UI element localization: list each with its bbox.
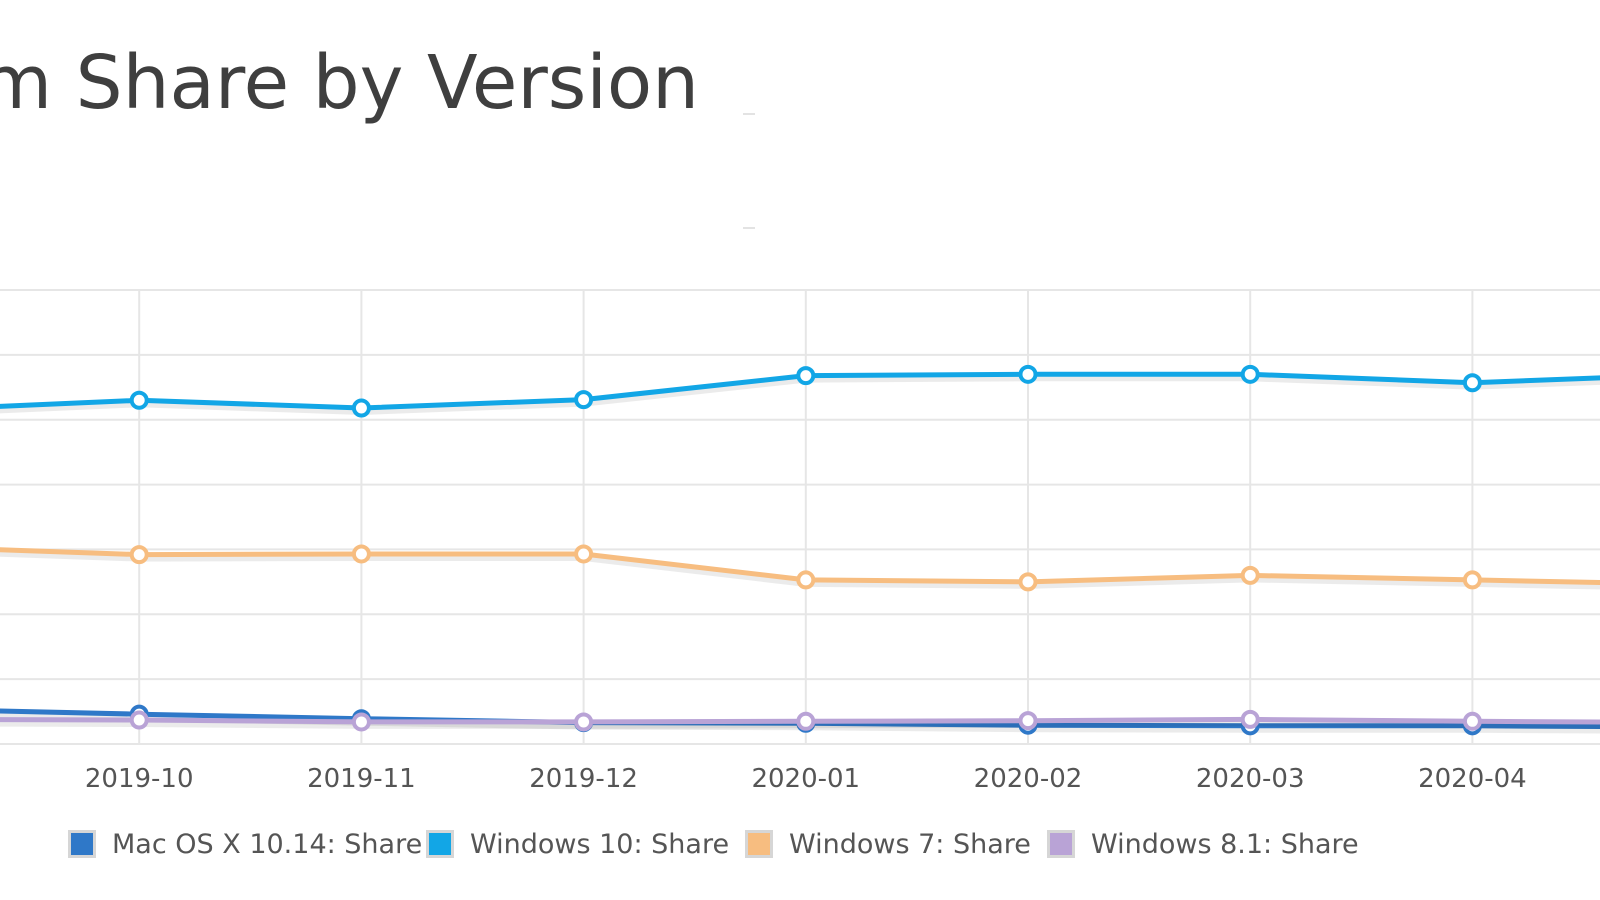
data-point (1018, 364, 1038, 384)
faint-tick-mark (743, 113, 755, 115)
data-point (1462, 570, 1482, 590)
x-tick-label: 2019-10 (85, 764, 194, 794)
legend-item-mac-os-x-10-14[interactable]: Mac OS X 10.14: Share (68, 822, 422, 866)
data-point (574, 544, 594, 564)
legend-item-windows-7[interactable]: Windows 7: Share (745, 822, 1031, 866)
series-windows-8-1-share (0, 709, 1600, 732)
data-point (1240, 565, 1260, 585)
x-tick-label: 2020-03 (1196, 764, 1305, 794)
data-point (1462, 711, 1482, 731)
faint-tick-mark (743, 227, 755, 229)
legend-label: Windows 8.1: Share (1091, 828, 1359, 860)
data-point (1018, 711, 1038, 731)
x-tick-label: 2019-11 (307, 764, 416, 794)
data-point (574, 712, 594, 732)
legend-item-windows-8-1[interactable]: Windows 8.1: Share (1047, 822, 1359, 866)
series-shadow (0, 375, 1600, 415)
x-tick-label: 2020-02 (974, 764, 1083, 794)
legend-label: Mac OS X 10.14: Share (112, 828, 423, 860)
series-windows-10-share (0, 364, 1600, 418)
data-point (129, 710, 149, 730)
x-axis-tick-labels: 2019-10 2019-11 2019-12 2020-01 2020-02 2020-… (85, 764, 1527, 794)
data-point (351, 712, 371, 732)
data-point (129, 390, 149, 410)
series-windows-7-share (0, 544, 1600, 592)
gridlines (0, 289, 1600, 745)
chart-title: m Share by Version (0, 40, 700, 126)
chart-legend: Mac OS X 10.14: Share Windows 10: Share … (0, 822, 1600, 866)
data-point (574, 390, 594, 410)
legend-label: Windows 10: Share (470, 828, 730, 860)
x-tick-label: 2020-04 (1418, 764, 1527, 794)
legend-label: Windows 7: Share (789, 828, 1031, 860)
legend-swatch-windows-8-1 (1047, 830, 1075, 858)
data-point (796, 366, 816, 386)
data-point (351, 398, 371, 418)
x-tick-label: 2020-01 (751, 764, 860, 794)
data-point (1240, 364, 1260, 384)
data-point (1018, 572, 1038, 592)
legend-swatch-windows-10 (426, 830, 454, 858)
legend-item-windows-10[interactable]: Windows 10: Share (426, 822, 729, 866)
data-point (351, 544, 371, 564)
data-point (796, 711, 816, 731)
legend-swatch-windows-7 (745, 830, 773, 858)
x-tick-label: 2019-12 (529, 764, 638, 794)
data-point (1462, 373, 1482, 393)
data-point (796, 570, 816, 590)
data-point (1240, 709, 1260, 729)
data-point (129, 545, 149, 565)
line-chart: 2019-10 2019-11 2019-12 2020-01 2020-02 2020-… (0, 289, 1600, 794)
legend-swatch-mac-os-x-10-14 (68, 830, 96, 858)
